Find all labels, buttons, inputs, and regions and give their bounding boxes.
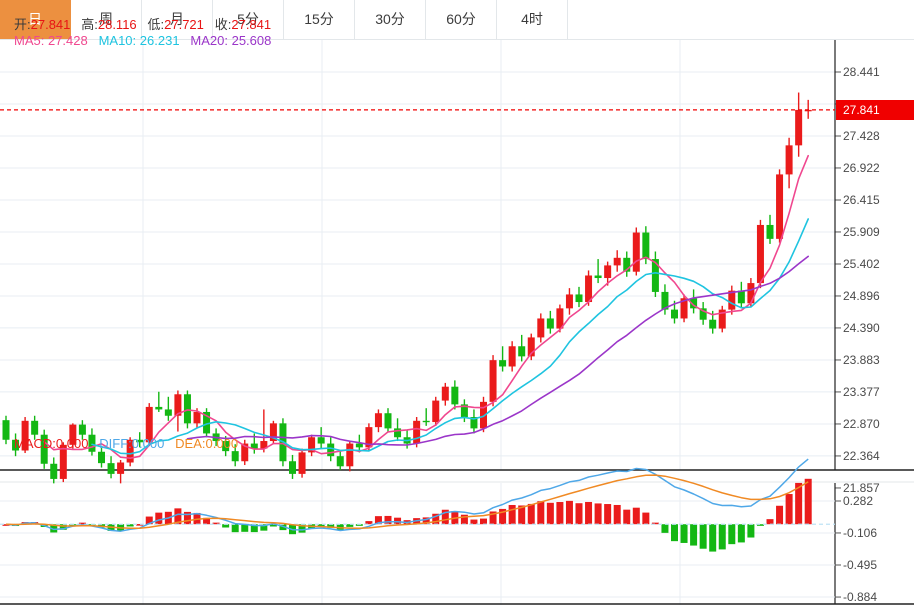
close-value: 27.841 bbox=[231, 17, 272, 32]
price-axis-tick: 25.402 bbox=[843, 257, 880, 271]
ma5-label: MA5: bbox=[14, 33, 45, 48]
price-axis-tick: 28.441 bbox=[843, 65, 880, 79]
price-axis-tick: 22.364 bbox=[843, 448, 880, 463]
tab-1[interactable]: 日 bbox=[0, 0, 71, 39]
ma-legend: MA5: 27.428 MA10: 26.231 MA20: 25.608 bbox=[14, 33, 271, 48]
price-axis-tick: 23.377 bbox=[843, 384, 880, 399]
tab-5[interactable]: 15分 bbox=[284, 0, 355, 39]
open-value: 27.841 bbox=[30, 17, 71, 32]
macd-axis-tick: 0.282 bbox=[843, 494, 874, 508]
close-label: 收: bbox=[214, 17, 232, 32]
macd-axis-tick: -0.495 bbox=[843, 558, 878, 572]
price-axis-tick: 24.390 bbox=[843, 320, 880, 335]
tab-7[interactable]: 60分 bbox=[426, 0, 497, 39]
ma5-value: 27.428 bbox=[47, 33, 88, 48]
price-axis-tick: 26.922 bbox=[843, 160, 880, 175]
high-value: 28.116 bbox=[97, 17, 137, 32]
ma20-value: 25.608 bbox=[231, 33, 272, 48]
tab-4[interactable]: 5分 bbox=[213, 0, 284, 39]
price-axis-tick: 25.909 bbox=[843, 224, 880, 239]
macd-axis-tick: -0.884 bbox=[843, 590, 878, 605]
tab-2[interactable]: 周 bbox=[71, 0, 142, 39]
dea-value: 0.000 bbox=[205, 436, 239, 451]
chart-canvas bbox=[0, 40, 914, 605]
current-price-badge: 27.841 bbox=[836, 99, 914, 120]
open-label: 开: bbox=[14, 17, 31, 32]
tab-3[interactable]: 月 bbox=[142, 0, 213, 39]
high-label: 高: bbox=[81, 17, 98, 32]
low-value: 27.721 bbox=[164, 17, 204, 32]
ma10-label: MA10: bbox=[98, 33, 137, 48]
macd-label: MACD: bbox=[14, 436, 56, 451]
price-axis-tick: 22.870 bbox=[843, 416, 880, 431]
tab-6[interactable]: 30分 bbox=[355, 0, 426, 39]
tab-8[interactable]: 4时 bbox=[497, 0, 568, 39]
price-axis-tick: 24.896 bbox=[843, 288, 880, 303]
chart-plot-area[interactable] bbox=[0, 40, 914, 605]
low-label: 低: bbox=[147, 17, 165, 32]
macd-axis-tick: -0.106 bbox=[843, 525, 878, 540]
diff-label: DIFF: bbox=[99, 436, 132, 451]
period-tab-bar: 日周月 5分 15分 30分 60分 4时 bbox=[0, 0, 914, 40]
diff-value: 0.000 bbox=[131, 436, 165, 451]
ma20-label: MA20: bbox=[190, 33, 228, 48]
price-axis-tick: 23.883 bbox=[843, 352, 880, 367]
dea-label: DEA: bbox=[175, 436, 206, 451]
tab-bar-filler bbox=[568, 0, 914, 39]
macd-value: 0.000 bbox=[55, 436, 89, 451]
macd-legend: MACD:0.000 DIFF:0.000 DEA:0.000 bbox=[14, 436, 238, 451]
price-axis-tick: 26.415 bbox=[843, 193, 880, 207]
price-axis-tick: 27.428 bbox=[843, 129, 880, 143]
ma10-value: 26.231 bbox=[139, 33, 180, 48]
ohlc-legend: 开:27.841 高:28.116 低:27.721 收:27.841 bbox=[14, 14, 271, 33]
price-axis-tick: 21.857 bbox=[843, 480, 880, 495]
